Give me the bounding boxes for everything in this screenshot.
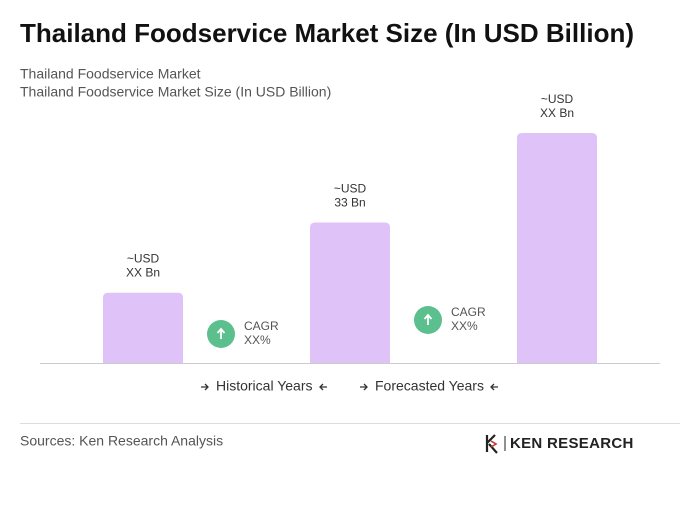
logo: KEN RESEARCH (485, 434, 634, 454)
legend: Historical Years Forecasted Years (201, 378, 498, 394)
cagr-arrow (423, 313, 433, 325)
bar (103, 292, 183, 363)
data-label-line: XX Bn (126, 266, 160, 280)
chart-title: Thailand Foodservice Market Size (In USD… (20, 18, 634, 48)
data-label-line: ~USD (541, 92, 574, 106)
logo-mark (485, 434, 498, 454)
cagr-label: XX% (451, 319, 478, 333)
legend-arrow (201, 383, 209, 391)
brand: KEN RESEARCH (510, 435, 634, 452)
subtitle: Thailand Foodservice Market (20, 66, 201, 82)
subtitle: Thailand Foodservice Market Size (In USD… (20, 84, 331, 100)
legend-arrow (490, 383, 498, 391)
data-label-line: ~USD (334, 182, 367, 196)
logo-mark (490, 440, 498, 448)
cagr-label: XX% (244, 333, 271, 347)
legend-arrow (360, 383, 368, 391)
data-label: ~USD 33 Bn (334, 182, 367, 210)
legend-arrow (319, 383, 327, 391)
data-label-line: ~USD (127, 252, 160, 266)
source: Sources: Ken Research Analysis (20, 433, 223, 449)
data-label-line: 33 Bn (334, 196, 365, 210)
legend-label: Forecasted Years (375, 378, 484, 394)
cagr-label: CAGR (244, 319, 279, 333)
data-label: ~USD XX Bn (540, 92, 574, 120)
bar (310, 222, 390, 363)
cagr-label: CAGR (451, 305, 486, 319)
cagr-arrow (216, 327, 226, 339)
data-label-line: XX Bn (540, 106, 574, 120)
data-label: ~USD XX Bn (126, 252, 160, 280)
legend-label: Historical Years (216, 378, 313, 394)
bar (517, 133, 597, 363)
